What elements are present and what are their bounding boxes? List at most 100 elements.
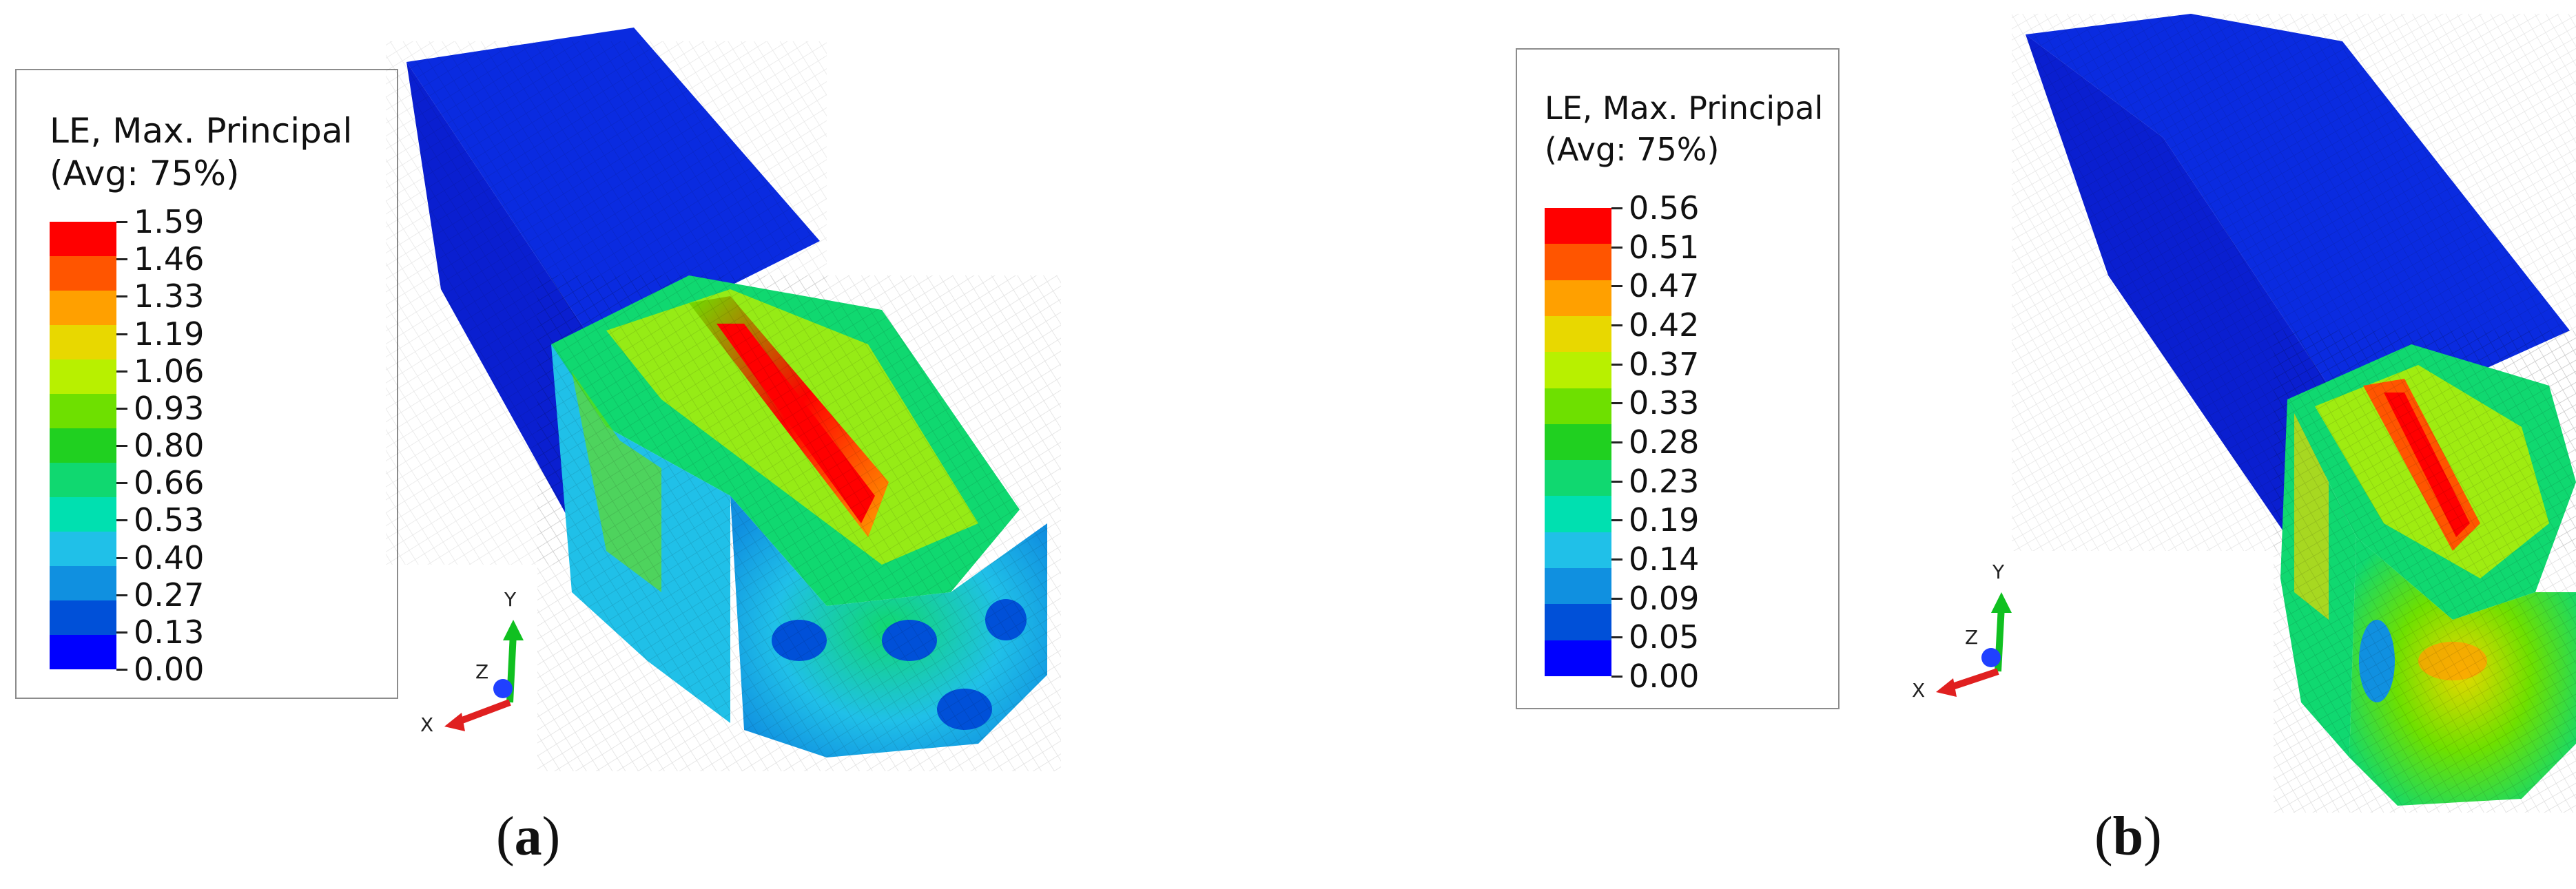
- legend-tick-label: 1.59: [134, 203, 205, 240]
- legend-tick-label: 0.66: [134, 464, 205, 502]
- panel-a: LE, Max. Principal (Avg: 75%) 1.59 1.46 1.…: [0, 0, 1281, 889]
- color-bar-segment: [1545, 388, 1611, 424]
- fe-model-a: Y X Z: [386, 28, 1061, 771]
- axis-triad-b: Y X Z: [1912, 561, 2012, 702]
- legend-tick: [116, 631, 127, 634]
- caption-a: (a): [496, 806, 561, 867]
- legend-tick: [116, 594, 127, 596]
- legend-tick: [1611, 402, 1622, 405]
- legend-tick-label: 0.19: [1629, 501, 1700, 539]
- legend-tick-label: 0.28: [1629, 423, 1700, 461]
- legend-tick-label: 0.47: [1629, 267, 1700, 305]
- legend-tick: [1611, 285, 1622, 288]
- legend-b: LE, Max. Principal (Avg: 75%) 0.56 0.51 0.…: [1516, 48, 1840, 709]
- legend-tick-label: 0.80: [134, 427, 205, 464]
- legend-tick-label: 0.05: [1629, 618, 1700, 656]
- color-bar-segment: [50, 222, 116, 256]
- axis-label-x: X: [1912, 679, 1925, 702]
- legend-tick-label: 0.14: [1629, 541, 1700, 578]
- color-bar-segment: [50, 256, 116, 291]
- legend-tick-label: 0.56: [1629, 189, 1700, 227]
- color-bar-segment: [50, 635, 116, 669]
- legend-title-line1: LE, Max. Principal: [1545, 90, 1824, 127]
- axis-label-y: Y: [1992, 561, 2005, 583]
- color-bar-a: 1.59 1.46 1.33 1.19 1.06 0.93 0.80 0.66 0.53 0.40…: [50, 206, 204, 685]
- legend-tick-label: 0.13: [134, 613, 205, 651]
- legend-tick: [116, 333, 127, 335]
- legend-tick: [116, 556, 127, 559]
- color-bar-segment: [50, 600, 116, 635]
- axis-label-z: Z: [475, 660, 488, 683]
- legend-tick: [116, 370, 127, 373]
- legend-tick: [1611, 441, 1622, 443]
- color-bar-segment: [50, 497, 116, 532]
- color-bar-segment: [1545, 604, 1611, 640]
- legend-tick: [1611, 480, 1622, 483]
- color-bar-segment: [1545, 568, 1611, 605]
- legend-tick-label: 0.37: [1629, 345, 1700, 383]
- legend-tick: [116, 482, 127, 485]
- legend-tick-label: 0.00: [134, 651, 205, 688]
- legend-tick-label: 1.19: [134, 315, 205, 353]
- legend-tick: [1611, 207, 1622, 209]
- legend-tick-label: 0.40: [134, 538, 205, 576]
- panel-b: LE, Max. Principal (Avg: 75%) 0.56 0.51 0.…: [1502, 0, 2576, 889]
- legend-tick: [1611, 519, 1622, 522]
- legend-tick: [1611, 636, 1622, 639]
- legend-tick: [1611, 558, 1622, 561]
- color-bar-segment: [50, 428, 116, 463]
- color-bar-segment: [1545, 280, 1611, 316]
- legend-tick: [116, 295, 127, 298]
- legend-a: LE, Max. Principal (Avg: 75%) 1.59 1.46 1.…: [15, 69, 398, 699]
- legend-title-line1: LE, Max. Principal: [50, 111, 353, 151]
- axis-label-z: Z: [1965, 626, 1978, 649]
- legend-tick: [116, 258, 127, 261]
- axis-triad-a: Y X Z: [420, 588, 524, 736]
- legend-tick-label: 0.42: [1629, 306, 1700, 344]
- color-bar-segment: [1545, 496, 1611, 532]
- legend-tick-label: 0.00: [1629, 658, 1700, 695]
- color-bar-segment: [1545, 532, 1611, 569]
- color-bar-b: 0.56 0.51 0.47 0.42 0.37 0.33 0.28 0.23 0.19 0.14…: [1545, 192, 1699, 692]
- caption-b: (b): [2094, 806, 2162, 867]
- color-bar-segment: [1545, 315, 1611, 353]
- legend-tick: [116, 669, 127, 671]
- legend-tick: [1611, 324, 1622, 326]
- color-bar-segment: [1545, 352, 1611, 388]
- color-bar-segment: [1545, 640, 1611, 676]
- color-bar-segment: [1545, 460, 1611, 496]
- axis-label-x: X: [420, 713, 433, 736]
- legend-tick-label: 0.23: [1629, 462, 1700, 500]
- legend-tick-label: 1.46: [134, 240, 205, 278]
- legend-tick: [116, 519, 127, 522]
- color-bar-segment: [1545, 244, 1611, 280]
- fe-model-b: Y X Z: [1912, 14, 2576, 813]
- axis-label-y: Y: [504, 588, 517, 611]
- legend-tick: [116, 445, 127, 447]
- color-bar-segment: [50, 566, 116, 600]
- legend-tick-label: 0.33: [1629, 384, 1700, 422]
- legend-tick: [1611, 363, 1622, 366]
- legend-tick-label: 0.27: [134, 576, 205, 614]
- legend-tick: [116, 221, 127, 223]
- color-bar-segment: [50, 359, 116, 394]
- color-bar-segment: [50, 532, 116, 566]
- color-bar-segment: [50, 291, 116, 325]
- color-bar-segment: [1545, 208, 1611, 244]
- color-bar-segment: [50, 463, 116, 497]
- legend-tick-label: 1.33: [134, 278, 205, 315]
- legend-tick-label: 0.53: [134, 501, 205, 539]
- legend-tick-label: 0.93: [134, 389, 205, 427]
- color-bar-segment: [1545, 423, 1611, 461]
- color-bar-segment: [50, 325, 116, 359]
- color-bar-segment: [50, 394, 116, 428]
- legend-tick-label: 0.51: [1629, 228, 1700, 266]
- legend-tick: [1611, 597, 1622, 600]
- legend-tick-label: 0.09: [1629, 579, 1700, 617]
- legend-title-line2: (Avg: 75%): [1545, 131, 1720, 168]
- legend-tick: [1611, 676, 1622, 678]
- legend-title-line2: (Avg: 75%): [50, 154, 240, 194]
- legend-tick: [116, 407, 127, 410]
- legend-tick-label: 1.06: [134, 352, 205, 390]
- legend-tick: [1611, 246, 1622, 249]
